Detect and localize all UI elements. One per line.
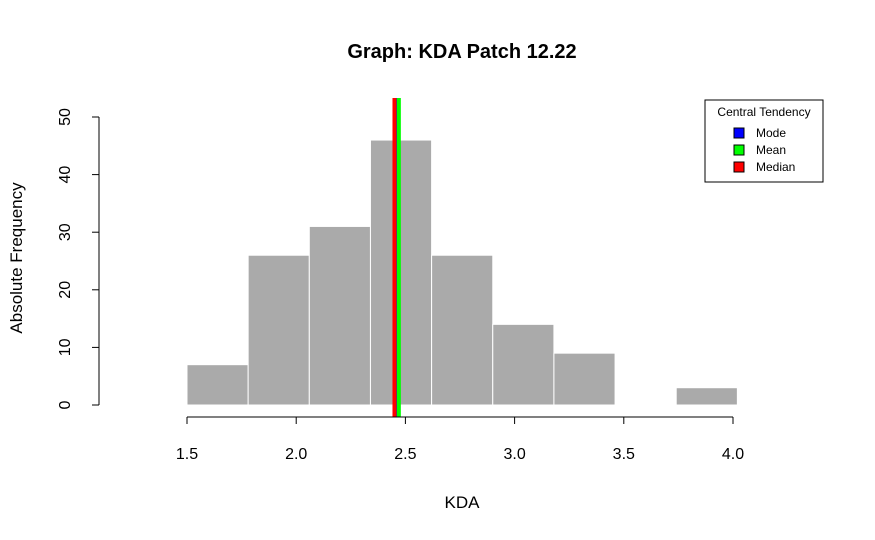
x-tick-label-0: 1.5 [176,446,198,463]
x-axis-label: KDA [445,493,481,512]
bars-group [186,139,738,406]
y-tick-label-2: 20 [57,281,74,299]
central-tendency-lines [392,98,401,417]
histogram-bar-0 [186,364,249,406]
legend-entries: Mode Mean Median [733,126,795,174]
histogram-bar-2 [308,225,371,406]
y-tick-label-0: 0 [57,400,74,409]
legend-label-mode: Mode [756,126,786,140]
x-tick-label-1: 2.0 [285,446,307,463]
histogram-bar-6 [553,352,616,406]
legend-label-median: Median [756,160,795,174]
x-tick-label-2: 2.5 [394,446,416,463]
y-tick-label-5: 50 [57,108,74,126]
histogram-bar-3 [369,139,433,406]
x-tick-label-5: 4.0 [722,446,744,463]
x-tick-label-3: 3.0 [503,446,525,463]
legend-box [704,99,824,183]
histogram-bar-8 [675,387,738,406]
y-tick-label-1: 10 [57,338,74,356]
legend-swatch-mean [733,144,745,156]
histogram-bar-4 [431,254,494,406]
histogram-bar-5 [492,323,555,406]
legend: Central Tendency Mode Mean Median [704,99,824,183]
legend-label-mean: Mean [756,143,786,157]
y-axis: 0 10 20 30 40 50 [57,108,100,409]
chart-title: Graph: KDA Patch 12.22 [347,41,576,63]
x-axis: 1.5 2.0 2.5 3.0 3.5 4.0 [176,416,744,463]
y-tick-label-3: 30 [57,223,74,241]
legend-swatch-median [733,161,745,173]
legend-swatch-mode [733,127,745,139]
y-axis-label: Absolute Frequency [7,182,26,334]
histogram-bar-1 [247,254,310,406]
legend-title: Central Tendency [717,105,810,119]
y-tick-label-4: 40 [57,166,74,184]
x-tick-label-4: 3.5 [613,446,635,463]
